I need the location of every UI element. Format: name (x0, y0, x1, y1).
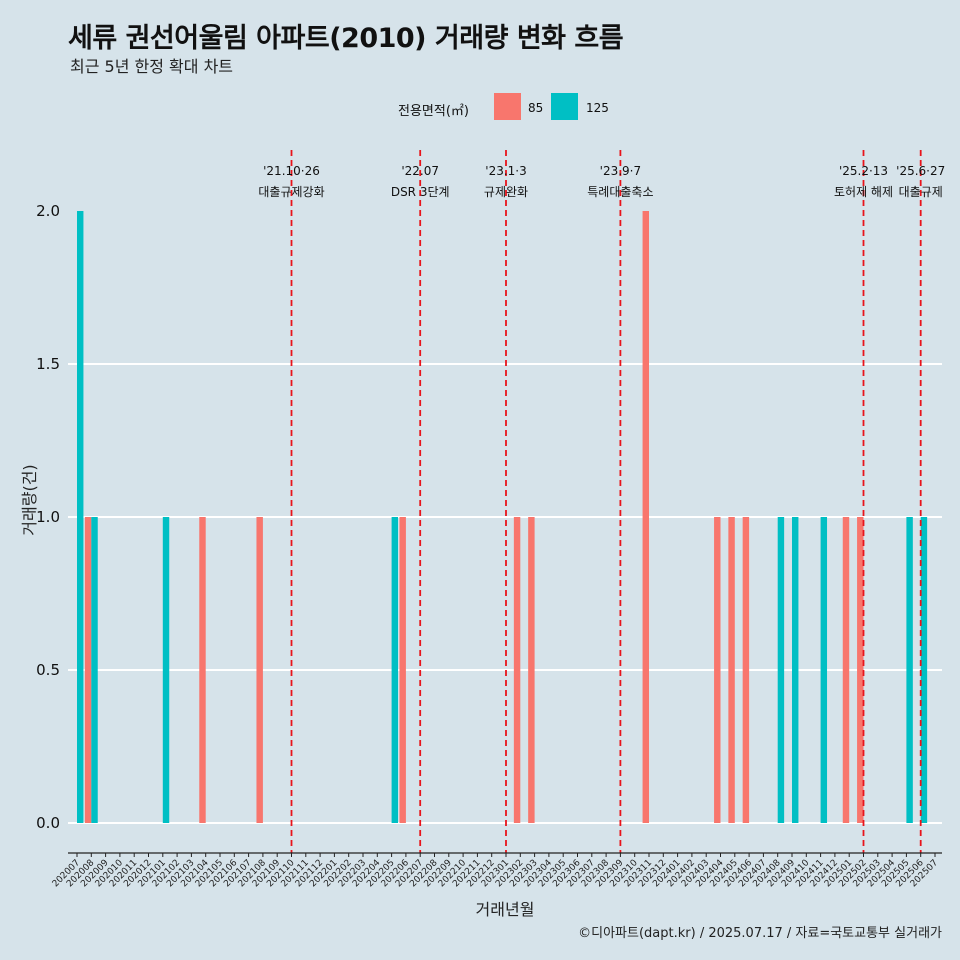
event-name-label: 대출규제강화 (258, 185, 324, 199)
y-tick-label: 0.5 (36, 661, 60, 679)
event-name-label: 규제완화 (484, 185, 528, 199)
y-tick-label: 2.0 (36, 202, 60, 220)
event-date-label: '22.07 (401, 164, 439, 178)
chart-subtitle: 최근 5년 한정 확대 차트 (70, 57, 234, 76)
bar-85-202405 (728, 517, 735, 823)
bar-125-202205 (391, 517, 399, 823)
bar-85-202406 (742, 517, 750, 823)
legend-label-85: 85 (528, 101, 544, 115)
bar-85-202501 (842, 517, 850, 823)
chart-title: 세류 권선어울림 아파트(2010) 거래량 변화 흐름 (68, 23, 624, 54)
bar-85-202311 (642, 211, 649, 823)
bar-125-202101 (162, 517, 170, 823)
legend-key-85 (494, 93, 521, 120)
bar-125-202506 (920, 517, 928, 823)
bar-85-202303 (528, 517, 535, 823)
legend-label-125: 125 (586, 101, 609, 115)
y-tick-label: 1.0 (36, 508, 60, 526)
bar-125-202505 (906, 517, 913, 823)
event-date-label: '23.1·3 (485, 164, 526, 178)
bar-85-202206 (399, 517, 406, 823)
bar-85-202502 (857, 517, 864, 823)
bar-85-202104 (199, 517, 206, 823)
legend-title: 전용면적(㎡) (398, 104, 469, 119)
event-date-label: '25.6·27 (896, 164, 945, 178)
bar-85-202008 (84, 517, 92, 823)
bar-85-202108 (256, 517, 263, 823)
legend-key-125 (551, 93, 578, 120)
event-date-label: '25.2·13 (839, 164, 888, 178)
source-footer: ©디아파트(dapt.kr) / 2025.07.17 / 자료=국토교통부 실… (578, 926, 942, 941)
x-axis-title: 거래년월 (476, 900, 535, 919)
event-date-label: '21.10·26 (263, 164, 320, 178)
bar-125-202007 (77, 211, 84, 823)
event-name-label: 대출규제 (899, 185, 943, 199)
y-tick-label: 0.0 (36, 814, 60, 832)
y-axis-title: 거래량(건) (20, 464, 39, 535)
legend: 전용면적(㎡) 85 125 (0, 93, 960, 123)
bar-125-202008 (91, 517, 98, 823)
event-name-label: 토허제 해제 (834, 185, 893, 199)
y-tick-label: 1.5 (36, 355, 60, 373)
event-date-label: '23.9·7 (600, 164, 641, 178)
event-name-label: DSR 3단계 (391, 185, 450, 199)
bar-85-202404 (714, 517, 721, 823)
bar-85-202302 (513, 517, 521, 823)
bar-125-202409 (792, 517, 799, 823)
event-name-label: 특례대출축소 (587, 185, 653, 199)
bar-125-202408 (777, 517, 785, 823)
bar-125-202411 (820, 517, 828, 823)
